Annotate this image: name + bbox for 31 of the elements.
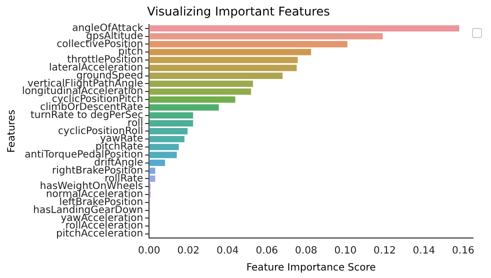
y-tick-label: cyclicPositionPitch — [52, 94, 144, 106]
bar — [149, 25, 460, 32]
bar — [149, 160, 166, 166]
bar — [149, 96, 236, 103]
x-tick-label: 0.02 — [177, 246, 200, 257]
chart-title: Visualizing Important Features — [147, 4, 330, 18]
x-tick-label: 0.12 — [374, 246, 396, 257]
x-tick-label: 0.04 — [216, 246, 239, 257]
bar — [149, 112, 194, 119]
x-tick-label: 0.08 — [295, 246, 318, 257]
y-tick-label: pitch — [118, 46, 144, 58]
x-tick-label: 0.06 — [256, 246, 278, 257]
bar — [149, 104, 219, 111]
bar — [149, 176, 156, 182]
y-tick-label: hasLandingGearDown — [33, 204, 144, 216]
bar — [149, 33, 383, 40]
bar — [149, 152, 177, 158]
bar — [149, 88, 251, 95]
y-tick-label: rightBrakePosition — [52, 165, 144, 176]
bar — [149, 41, 348, 48]
x-tick-label: 0.00 — [138, 246, 160, 257]
bar — [149, 80, 253, 87]
x-tick-label: 0.14 — [412, 246, 436, 257]
bar — [149, 72, 283, 79]
y-axis-title: Features — [6, 110, 18, 153]
x-tick-label: 0.10 — [334, 246, 357, 257]
x-tick-label: 0.16 — [452, 246, 474, 257]
bar — [149, 168, 156, 174]
y-tick-label: hasWeightOnWheels — [40, 181, 144, 192]
y-tick-label: angleOfAttack — [72, 22, 144, 34]
x-axis-title: Feature Importance Score — [246, 262, 376, 274]
